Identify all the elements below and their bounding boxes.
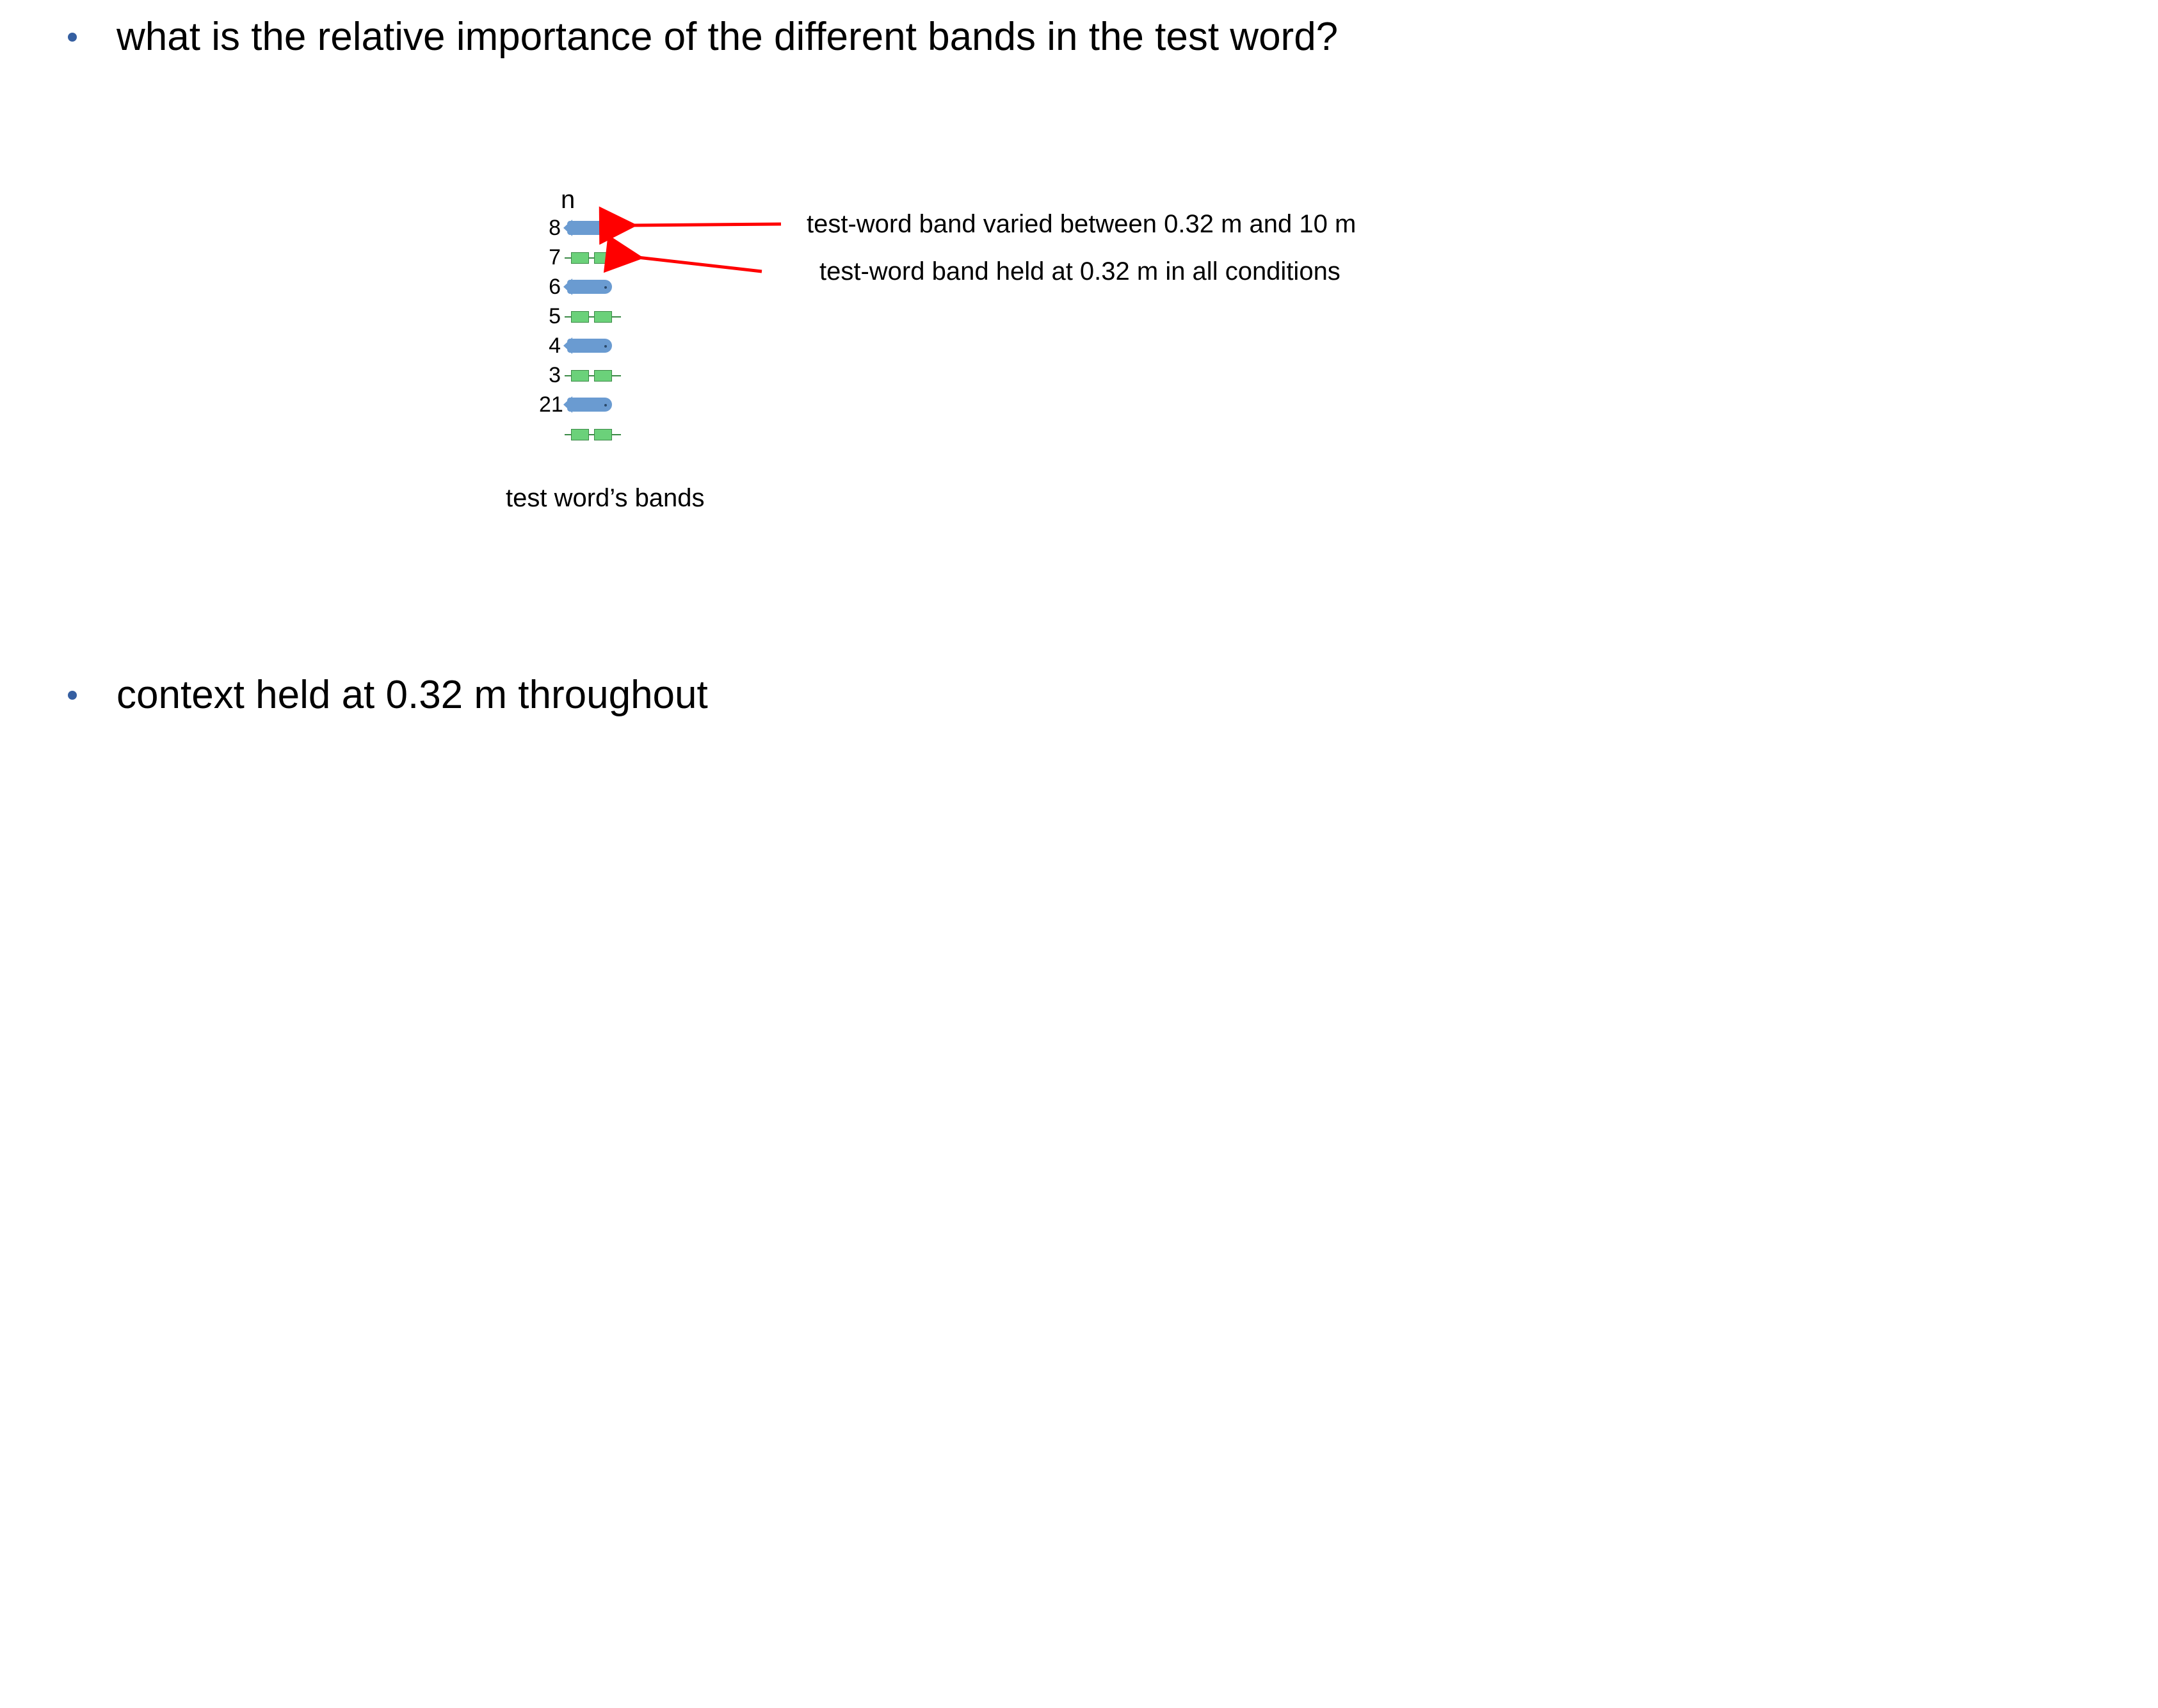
row-label: 4 [539, 334, 561, 359]
row-label: 21 [539, 392, 561, 417]
bullet-dot-icon [68, 33, 77, 42]
blue-fish-icon [567, 395, 625, 414]
bullet-2-text: context held at 0.32 m throughout [117, 672, 708, 718]
bullet-dot-icon [68, 691, 77, 700]
diagram-row: 4 [539, 334, 626, 357]
green-fish-icon [567, 425, 625, 443]
bands-diagram: n 87654321 test-word band varied between… [506, 186, 1658, 544]
blue-fish-icon [567, 336, 625, 355]
diagram-row: 21 [539, 393, 626, 416]
bullet-1-text: what is the relative importance of the d… [117, 14, 1338, 60]
arrow-2 [506, 186, 826, 326]
diagram-row [539, 423, 625, 446]
green-fish-icon [567, 366, 625, 384]
bullet-row-2: context held at 0.32 m throughout [68, 672, 708, 718]
bullet-row-1: what is the relative importance of the d… [68, 14, 1338, 60]
slide-page: what is the relative importance of the d… [0, 0, 2158, 1708]
diagram-caption: test word’s bands [506, 484, 705, 513]
annotation-2: test-word band held at 0.32 m in all con… [819, 257, 1341, 286]
diagram-row: 3 [539, 364, 625, 387]
row-label: 3 [539, 363, 561, 388]
annotation-1: test-word band varied between 0.32 m and… [807, 210, 1356, 239]
